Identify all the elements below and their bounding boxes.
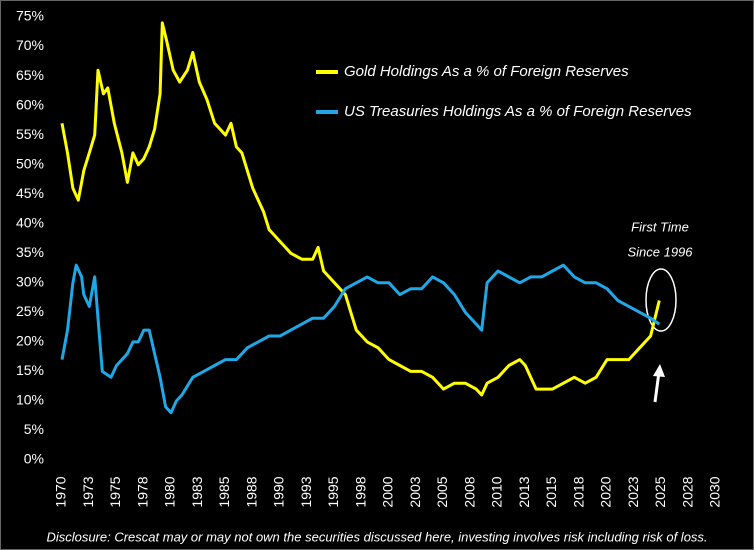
x-tick-label: 2008	[461, 476, 477, 507]
y-tick-label: 25%	[16, 303, 44, 319]
x-tick-label: 1978	[134, 476, 150, 507]
x-tick-label: 1973	[80, 476, 96, 507]
annotation: Since 1996	[627, 244, 693, 259]
y-tick-label: 10%	[16, 392, 44, 408]
y-tick-label: 75%	[16, 8, 44, 24]
arrow-shaft	[653, 371, 661, 403]
line-series	[60, 263, 661, 415]
y-tick-label: 70%	[16, 37, 44, 53]
x-tick-label: 2013	[516, 476, 532, 507]
highlight-ellipse	[645, 268, 677, 332]
y-tick-label: 55%	[16, 126, 44, 142]
arrow-head	[653, 364, 665, 377]
x-tick-label: 2030	[707, 476, 723, 507]
x-tick-label: 2010	[489, 476, 505, 507]
legend-label: Gold Holdings As a % of Foreign Reserves	[344, 63, 629, 80]
x-tick-label: 1985	[216, 476, 232, 507]
annotation: First Time	[631, 219, 689, 234]
y-tick-label: 20%	[16, 333, 44, 349]
y-tick-label: 60%	[16, 96, 44, 112]
x-tick-label: 2025	[652, 476, 668, 507]
x-tick-label: 2020	[598, 476, 614, 507]
y-tick-label: 30%	[16, 274, 44, 290]
x-tick-label: 1998	[352, 476, 368, 507]
x-tick-label: 2023	[625, 476, 641, 507]
x-tick-label: 2028	[679, 476, 695, 507]
line-series	[60, 21, 661, 397]
x-tick-label: 2005	[434, 476, 450, 507]
x-tick-label: 2018	[570, 476, 586, 507]
x-tick-label: 1975	[107, 476, 123, 507]
x-tick-label: 2003	[407, 476, 423, 507]
x-tick-label: 1983	[189, 476, 205, 507]
x-tick-label: 1988	[243, 476, 259, 507]
y-tick-label: 40%	[16, 214, 44, 230]
y-tick-label: 0%	[24, 451, 44, 467]
y-tick-label: 45%	[16, 185, 44, 201]
x-tick-label: 2000	[380, 476, 396, 507]
x-tick-label: 1980	[162, 476, 178, 507]
y-tick-label: 65%	[16, 67, 44, 83]
x-tick-label: 1993	[298, 476, 314, 507]
x-tick-label: 1995	[325, 476, 341, 507]
x-tick-label: 1990	[271, 476, 287, 507]
y-tick-label: 15%	[16, 362, 44, 378]
x-tick-label: 2015	[543, 476, 559, 507]
y-tick-label: 5%	[24, 421, 44, 437]
legend-label: US Treasuries Holdings As a % of Foreign…	[344, 103, 692, 120]
x-tick-label: 1970	[53, 476, 69, 507]
y-tick-label: 35%	[16, 244, 44, 260]
footnote: Disclosure: Crescat may or may not own t…	[46, 529, 707, 544]
y-tick-label: 50%	[16, 155, 44, 171]
